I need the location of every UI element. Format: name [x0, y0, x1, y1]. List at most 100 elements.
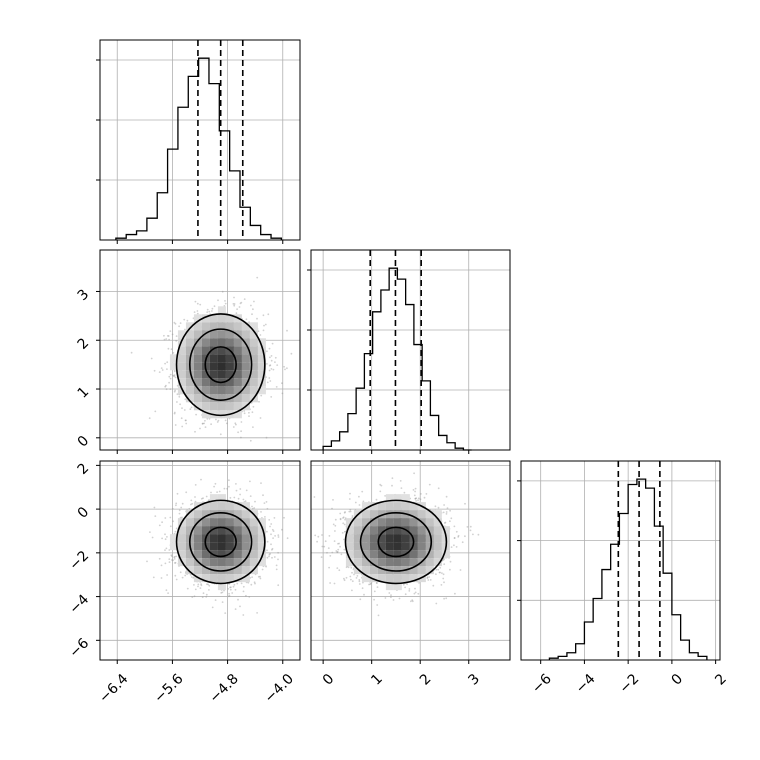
- scatter-point: [249, 495, 252, 497]
- density-block: [201, 394, 210, 403]
- scatter-point: [259, 577, 262, 580]
- scatter-point: [343, 523, 346, 526]
- scatter-point: [351, 580, 354, 583]
- scatter-point: [338, 542, 340, 545]
- scatter-point: [254, 582, 256, 585]
- scatter-point: [239, 488, 242, 490]
- scatter-point: [266, 363, 268, 365]
- scatter-point: [168, 375, 171, 378]
- scatter-point: [194, 300, 197, 303]
- scatter-point: [272, 530, 275, 532]
- density-block: [217, 314, 226, 323]
- density-block: [185, 338, 194, 347]
- scatter-point: [181, 516, 183, 519]
- scatter-point: [202, 497, 204, 500]
- scatter-point: [199, 303, 202, 306]
- density-block: [241, 322, 250, 331]
- density-block: [225, 314, 234, 323]
- scatter-point: [184, 419, 187, 422]
- scatter-point: [277, 584, 280, 587]
- scatter-point: [192, 577, 195, 579]
- scatter-point: [167, 592, 170, 594]
- scatter-point: [165, 589, 168, 592]
- scatter-point: [233, 296, 235, 299]
- scatter-point: [175, 504, 177, 507]
- scatter-point: [208, 584, 211, 587]
- scatter-point: [186, 319, 189, 322]
- scatter-point: [262, 314, 265, 317]
- density-block: [201, 370, 210, 379]
- density-block: [209, 518, 218, 527]
- density-block: [249, 370, 258, 379]
- density-block: [185, 330, 194, 339]
- density-block: [201, 386, 210, 395]
- panel-content: [100, 250, 300, 450]
- scatter-point: [205, 596, 208, 598]
- scatter-point: [440, 584, 443, 586]
- density-block: [241, 378, 250, 387]
- scatter-point: [239, 302, 242, 305]
- scatter-point: [260, 482, 262, 484]
- scatter-point: [217, 299, 219, 302]
- density-block: [201, 566, 210, 575]
- scatter-point: [274, 361, 276, 363]
- scatter-point: [193, 311, 196, 313]
- density-block: [225, 402, 234, 411]
- density-block: [201, 574, 210, 583]
- density-block: [249, 362, 258, 371]
- density-block: [241, 354, 250, 363]
- scatter-point: [201, 596, 204, 599]
- scatter-point: [224, 300, 226, 302]
- scatter-point: [252, 308, 254, 311]
- scatter-point: [201, 422, 204, 425]
- scatter-point: [434, 505, 437, 508]
- scatter-point: [175, 555, 178, 558]
- scatter-point: [172, 374, 175, 377]
- scatter-point: [215, 418, 217, 421]
- scatter-point: [263, 324, 265, 327]
- density-block: [193, 510, 202, 519]
- scatter-point: [204, 426, 207, 428]
- scatter-point: [173, 412, 176, 415]
- scatter-point: [275, 564, 278, 567]
- scatter-point: [412, 489, 415, 491]
- density-block: [201, 410, 210, 419]
- scatter-point: [231, 592, 234, 594]
- scatter-point: [174, 376, 177, 379]
- scatter-point: [358, 583, 361, 585]
- density-block: [241, 510, 250, 519]
- scatter-point: [331, 507, 333, 510]
- scatter-point: [328, 535, 331, 537]
- density-block: [249, 526, 258, 535]
- density-block: [177, 526, 186, 535]
- density-block: [241, 518, 250, 527]
- scatter-point: [227, 595, 230, 598]
- contour-line: [204, 346, 237, 384]
- density-block: [241, 370, 250, 379]
- density-block: [177, 330, 186, 339]
- density-block: [185, 370, 194, 379]
- scatter-point: [164, 533, 166, 536]
- scatter-point: [217, 419, 220, 422]
- scatter-point: [225, 422, 228, 425]
- density-block: [201, 558, 210, 567]
- scatter-point: [173, 411, 176, 414]
- density-block: [193, 378, 202, 387]
- scatter-point: [446, 507, 449, 509]
- scatter-point: [249, 439, 252, 442]
- density-block: [217, 346, 226, 355]
- scatter-point: [174, 530, 177, 533]
- scatter-point: [168, 561, 171, 563]
- scatter-point: [265, 436, 268, 439]
- scatter-point: [223, 589, 225, 592]
- density-block: [209, 370, 218, 379]
- scatter-point: [304, 572, 306, 574]
- scatter-point: [343, 579, 346, 582]
- scatter-point: [172, 559, 175, 562]
- scatter-point: [234, 588, 237, 591]
- scatter-point: [244, 500, 247, 503]
- density-block: [233, 370, 242, 379]
- scatter-point: [363, 593, 365, 596]
- scatter-point: [368, 583, 370, 586]
- scatter-point: [251, 505, 253, 508]
